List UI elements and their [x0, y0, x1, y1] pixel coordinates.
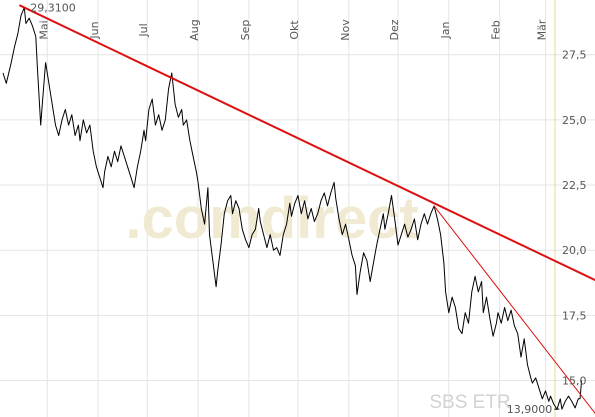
- y-axis-ticks: 15,0 17,5 20,0 22,5 25,0 27,5: [562, 49, 587, 388]
- y-tick-label: 27,5: [562, 49, 587, 62]
- watermark: .comdirect: [125, 186, 418, 251]
- x-tick-label: Okt: [288, 20, 301, 40]
- trendlines-layer: [18, 4, 595, 414]
- x-tick-label: Mär: [536, 19, 549, 40]
- x-tick-label: Jan: [439, 21, 452, 39]
- price-series-layer: [2, 7, 583, 410]
- x-tick-label: Nov: [339, 19, 352, 41]
- high-value-label: 29,3100: [30, 2, 76, 15]
- x-axis-ticks: Mai Jun Jul Aug Sep Okt Nov Dez Jan Feb Mär: [37, 19, 548, 41]
- price-series-line: [2, 7, 583, 410]
- instrument-label: SBS ETR: [429, 392, 510, 413]
- x-tick-label: Mai: [37, 20, 50, 39]
- y-tick-label: 15,0: [562, 375, 587, 388]
- x-tick-label: Dez: [388, 19, 401, 40]
- y-tick-label: 17,5: [562, 309, 587, 322]
- y-tick-label: 20,0: [562, 244, 587, 257]
- x-tick-label: Sep: [239, 20, 252, 41]
- low-value-label: 13,9000: [507, 403, 553, 416]
- annotations: 29,3100 13,9000: [30, 2, 560, 416]
- x-tick-label: Feb: [490, 20, 503, 39]
- trendline: [18, 4, 595, 282]
- watermark-text: .comdirect: [125, 186, 418, 251]
- trendline: [433, 205, 595, 414]
- x-tick-label: Jul: [137, 23, 150, 37]
- y-tick-label: 22,5: [562, 179, 587, 192]
- x-tick-label: Jun: [88, 21, 101, 39]
- x-tick-label: Aug: [188, 19, 201, 40]
- y-tick-label: 25,0: [562, 114, 587, 127]
